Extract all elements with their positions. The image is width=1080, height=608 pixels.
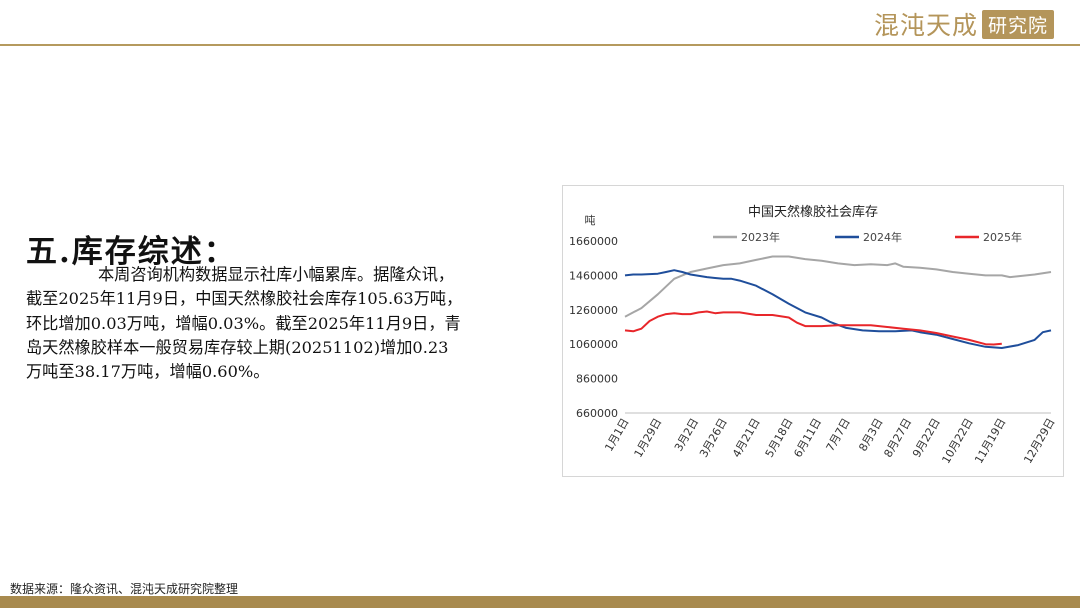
logo-box: 研究院 <box>981 9 1054 39</box>
series-line-2023年 <box>624 255 1052 318</box>
series-line-2025年 <box>624 310 1002 346</box>
footer-band <box>0 596 1080 608</box>
x-tick-label: 6月11日 <box>791 416 824 460</box>
x-tick-label: 4月21日 <box>730 416 763 460</box>
inventory-chart: 中国天然橡胶社会库存吨 660000 860000 1060000 1260000 146… <box>562 185 1064 477</box>
x-tick-label: 10月22日 <box>939 416 975 466</box>
y-tick-label: 1060000 <box>569 338 618 351</box>
summary-line: 岛天然橡胶样本一般贸易库存较上期(20251102)增加0.23 <box>26 337 449 357</box>
y-tick-label: 860000 <box>576 373 618 386</box>
series-line-2024年 <box>624 269 1052 349</box>
x-tick-label: 11月19日 <box>972 416 1008 466</box>
y-tick-label: 660000 <box>576 407 618 420</box>
y-tick-label: 1460000 <box>569 269 618 282</box>
chart-title: 中国天然橡胶社会库存 <box>748 204 878 220</box>
section-title: 五.库存综述： <box>26 234 237 270</box>
x-tick-label: 9月22日 <box>910 416 943 460</box>
x-tick-label: 3月26日 <box>697 416 730 460</box>
summary-line: 截至2025年11月9日，中国天然橡胶社会库存105.63万吨， <box>26 289 463 309</box>
x-tick-label: 12月29日 <box>1021 416 1057 466</box>
logo-name: 混沌天成 <box>873 11 978 40</box>
x-tick-label: 1月29日 <box>632 416 665 460</box>
x-tick-label: 8月3日 <box>856 416 885 454</box>
summary-line: 环比增加0.03万吨，增幅0.03%。截至2025年11月9日，青 <box>26 313 461 333</box>
y-axis-unit: 吨 <box>585 214 596 227</box>
y-tick-label: 1660000 <box>569 235 618 248</box>
legend-label: 2024年 <box>863 230 902 244</box>
summary-text: 本周咨询机构数据显示社库小幅累库。据隆众讯， 截至2025年11月9日，中国天然… <box>26 263 546 384</box>
y-tick-label: 1260000 <box>569 304 618 317</box>
x-tick-label: 1月1日 <box>602 416 631 454</box>
summary-line: 万吨至38.17万吨，增幅0.60%。 <box>26 362 270 382</box>
source-note: 数据来源：隆众资讯、混沌天成研究院整理 <box>10 582 239 596</box>
legend-label: 2023年 <box>741 230 780 244</box>
x-tick-label: 3月2日 <box>672 416 701 454</box>
legend-label: 2025年 <box>983 230 1022 244</box>
x-tick-label: 7月7日 <box>824 416 853 454</box>
header-rule <box>0 44 1080 46</box>
brand-logo: 混沌天成 研究院 <box>874 8 1054 40</box>
summary-line: 本周咨询机构数据显示社库小幅累库。据隆众讯， <box>98 265 455 284</box>
